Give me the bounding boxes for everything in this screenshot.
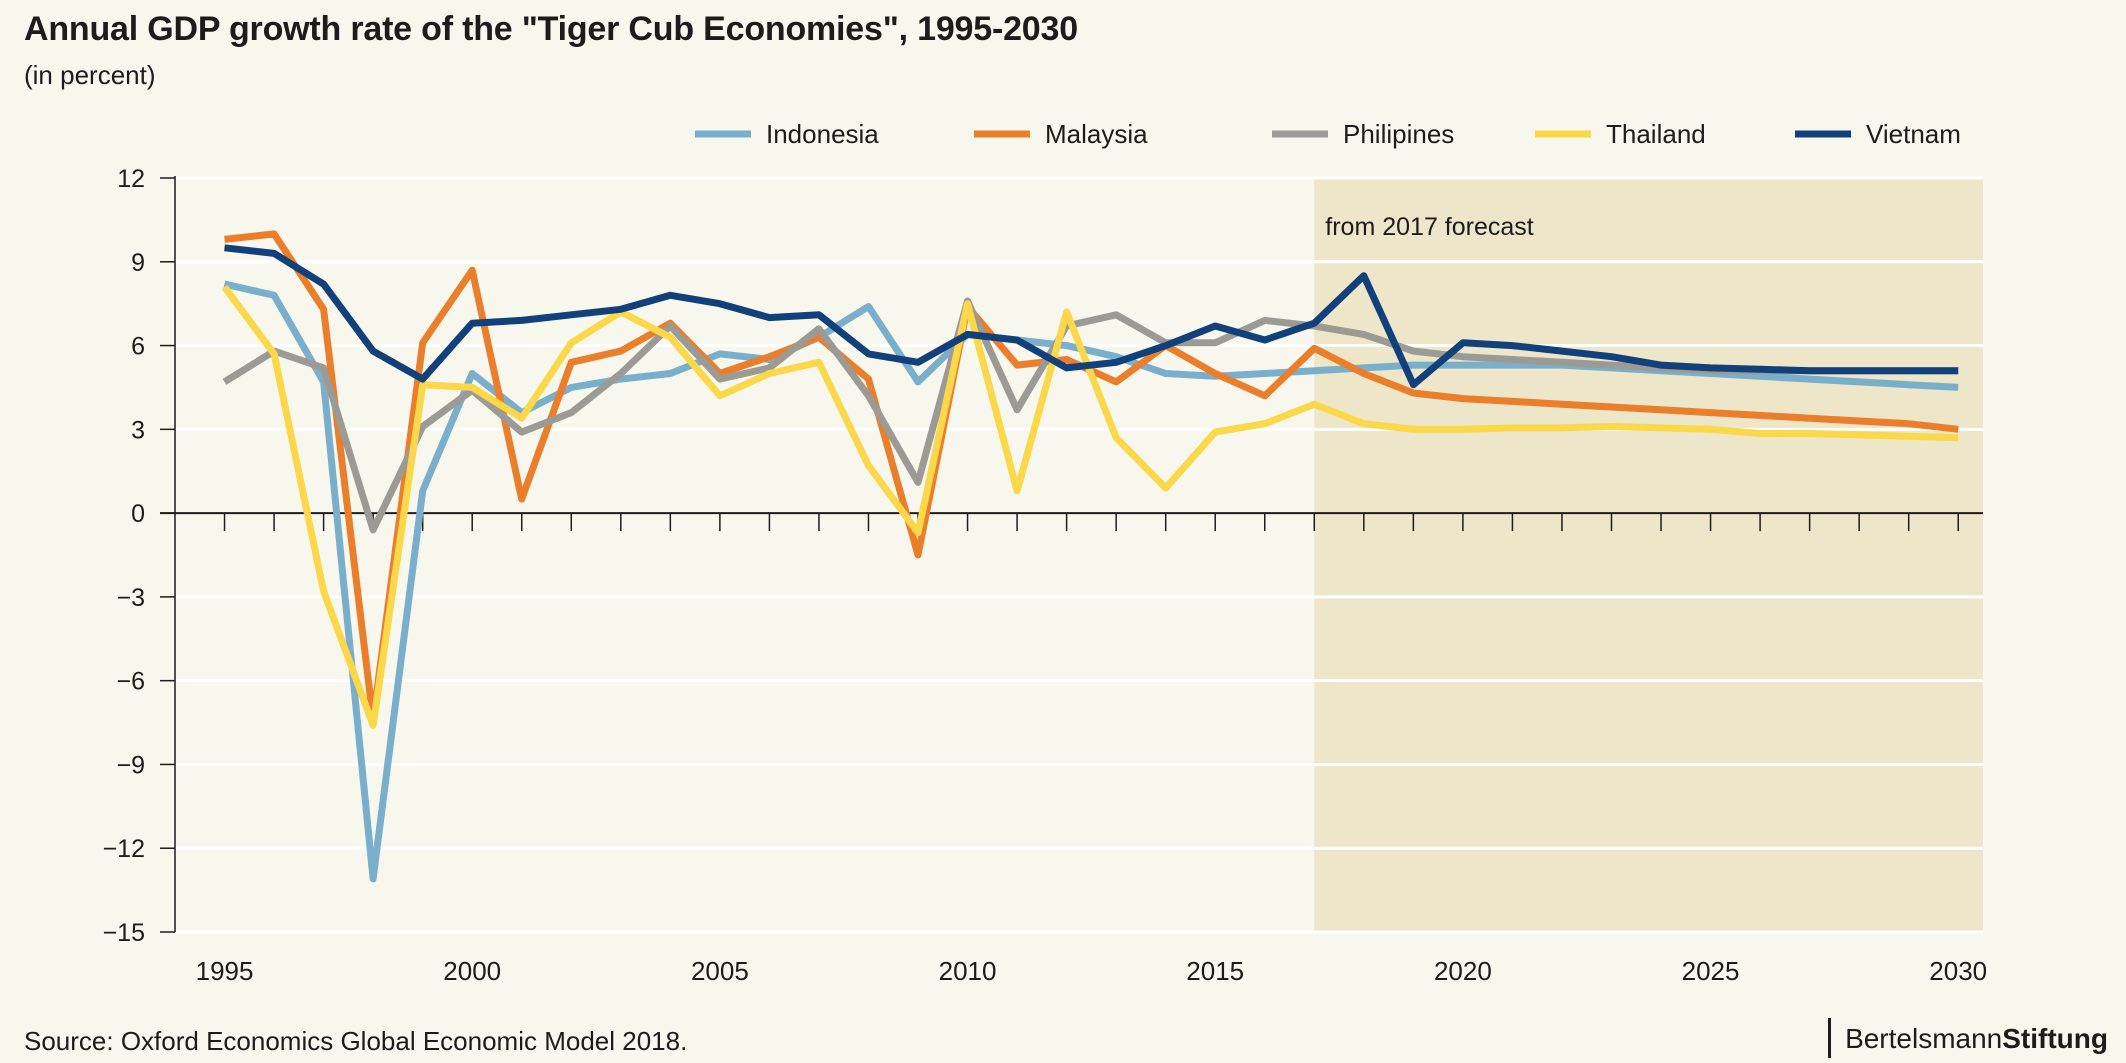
x-tick-label: 2020 <box>1434 956 1492 986</box>
y-tick-label: −6 <box>116 668 145 696</box>
y-tick-label: 6 <box>131 333 145 361</box>
x-tick-label: 2025 <box>1682 956 1740 986</box>
forecast-region <box>1314 178 1983 932</box>
logo-light-text: Bertelsmann <box>1845 1023 2003 1054</box>
y-tick-label: −3 <box>116 584 145 612</box>
chart-subtitle: (in percent) <box>24 60 156 90</box>
y-tick-label: −12 <box>103 835 145 863</box>
chart-title: Annual GDP growth rate of the "Tiger Cub… <box>24 10 1078 48</box>
y-tick-label: 3 <box>131 416 145 444</box>
x-tick-label: 2000 <box>443 956 501 986</box>
x-tick-label: 2010 <box>939 956 997 986</box>
legend-label: Thailand <box>1606 119 1706 149</box>
series-line-vietnam <box>224 244 1959 389</box>
legend-item-thailand: Thailand <box>1535 119 1706 149</box>
y-tick-label: −9 <box>116 751 145 779</box>
legend-label: Philipines <box>1343 119 1454 149</box>
logo-bold-text: Stiftung <box>2002 1023 2108 1054</box>
y-tick-label: −15 <box>103 919 145 947</box>
x-tick-label: 2005 <box>691 956 749 986</box>
x-tick-label: 2015 <box>1186 956 1244 986</box>
legend-item-indonesia: Indonesia <box>695 119 879 149</box>
legend-label: Malaysia <box>1045 119 1148 149</box>
bertelsmann-logo: BertelsmannStiftung <box>1828 1018 2108 1058</box>
source-note: Source: Oxford Economics Global Economic… <box>24 1026 688 1056</box>
forecast-annotation: from 2017 forecast <box>1325 213 1533 241</box>
x-tick-label: 1995 <box>196 956 254 986</box>
x-tick-label: 2030 <box>1929 956 1987 986</box>
y-tick-label: 12 <box>117 165 145 193</box>
legend-item-malaysia: Malaysia <box>974 119 1148 149</box>
legend-item-philipines: Philipines <box>1272 119 1454 149</box>
y-tick-label: 9 <box>131 249 145 277</box>
legend-label: Indonesia <box>766 119 879 149</box>
legend-item-vietnam: Vietnam <box>1795 119 1961 149</box>
y-tick-label: 0 <box>131 500 145 528</box>
legend-label: Vietnam <box>1866 119 1961 149</box>
series-line-thailand <box>221 284 1959 729</box>
